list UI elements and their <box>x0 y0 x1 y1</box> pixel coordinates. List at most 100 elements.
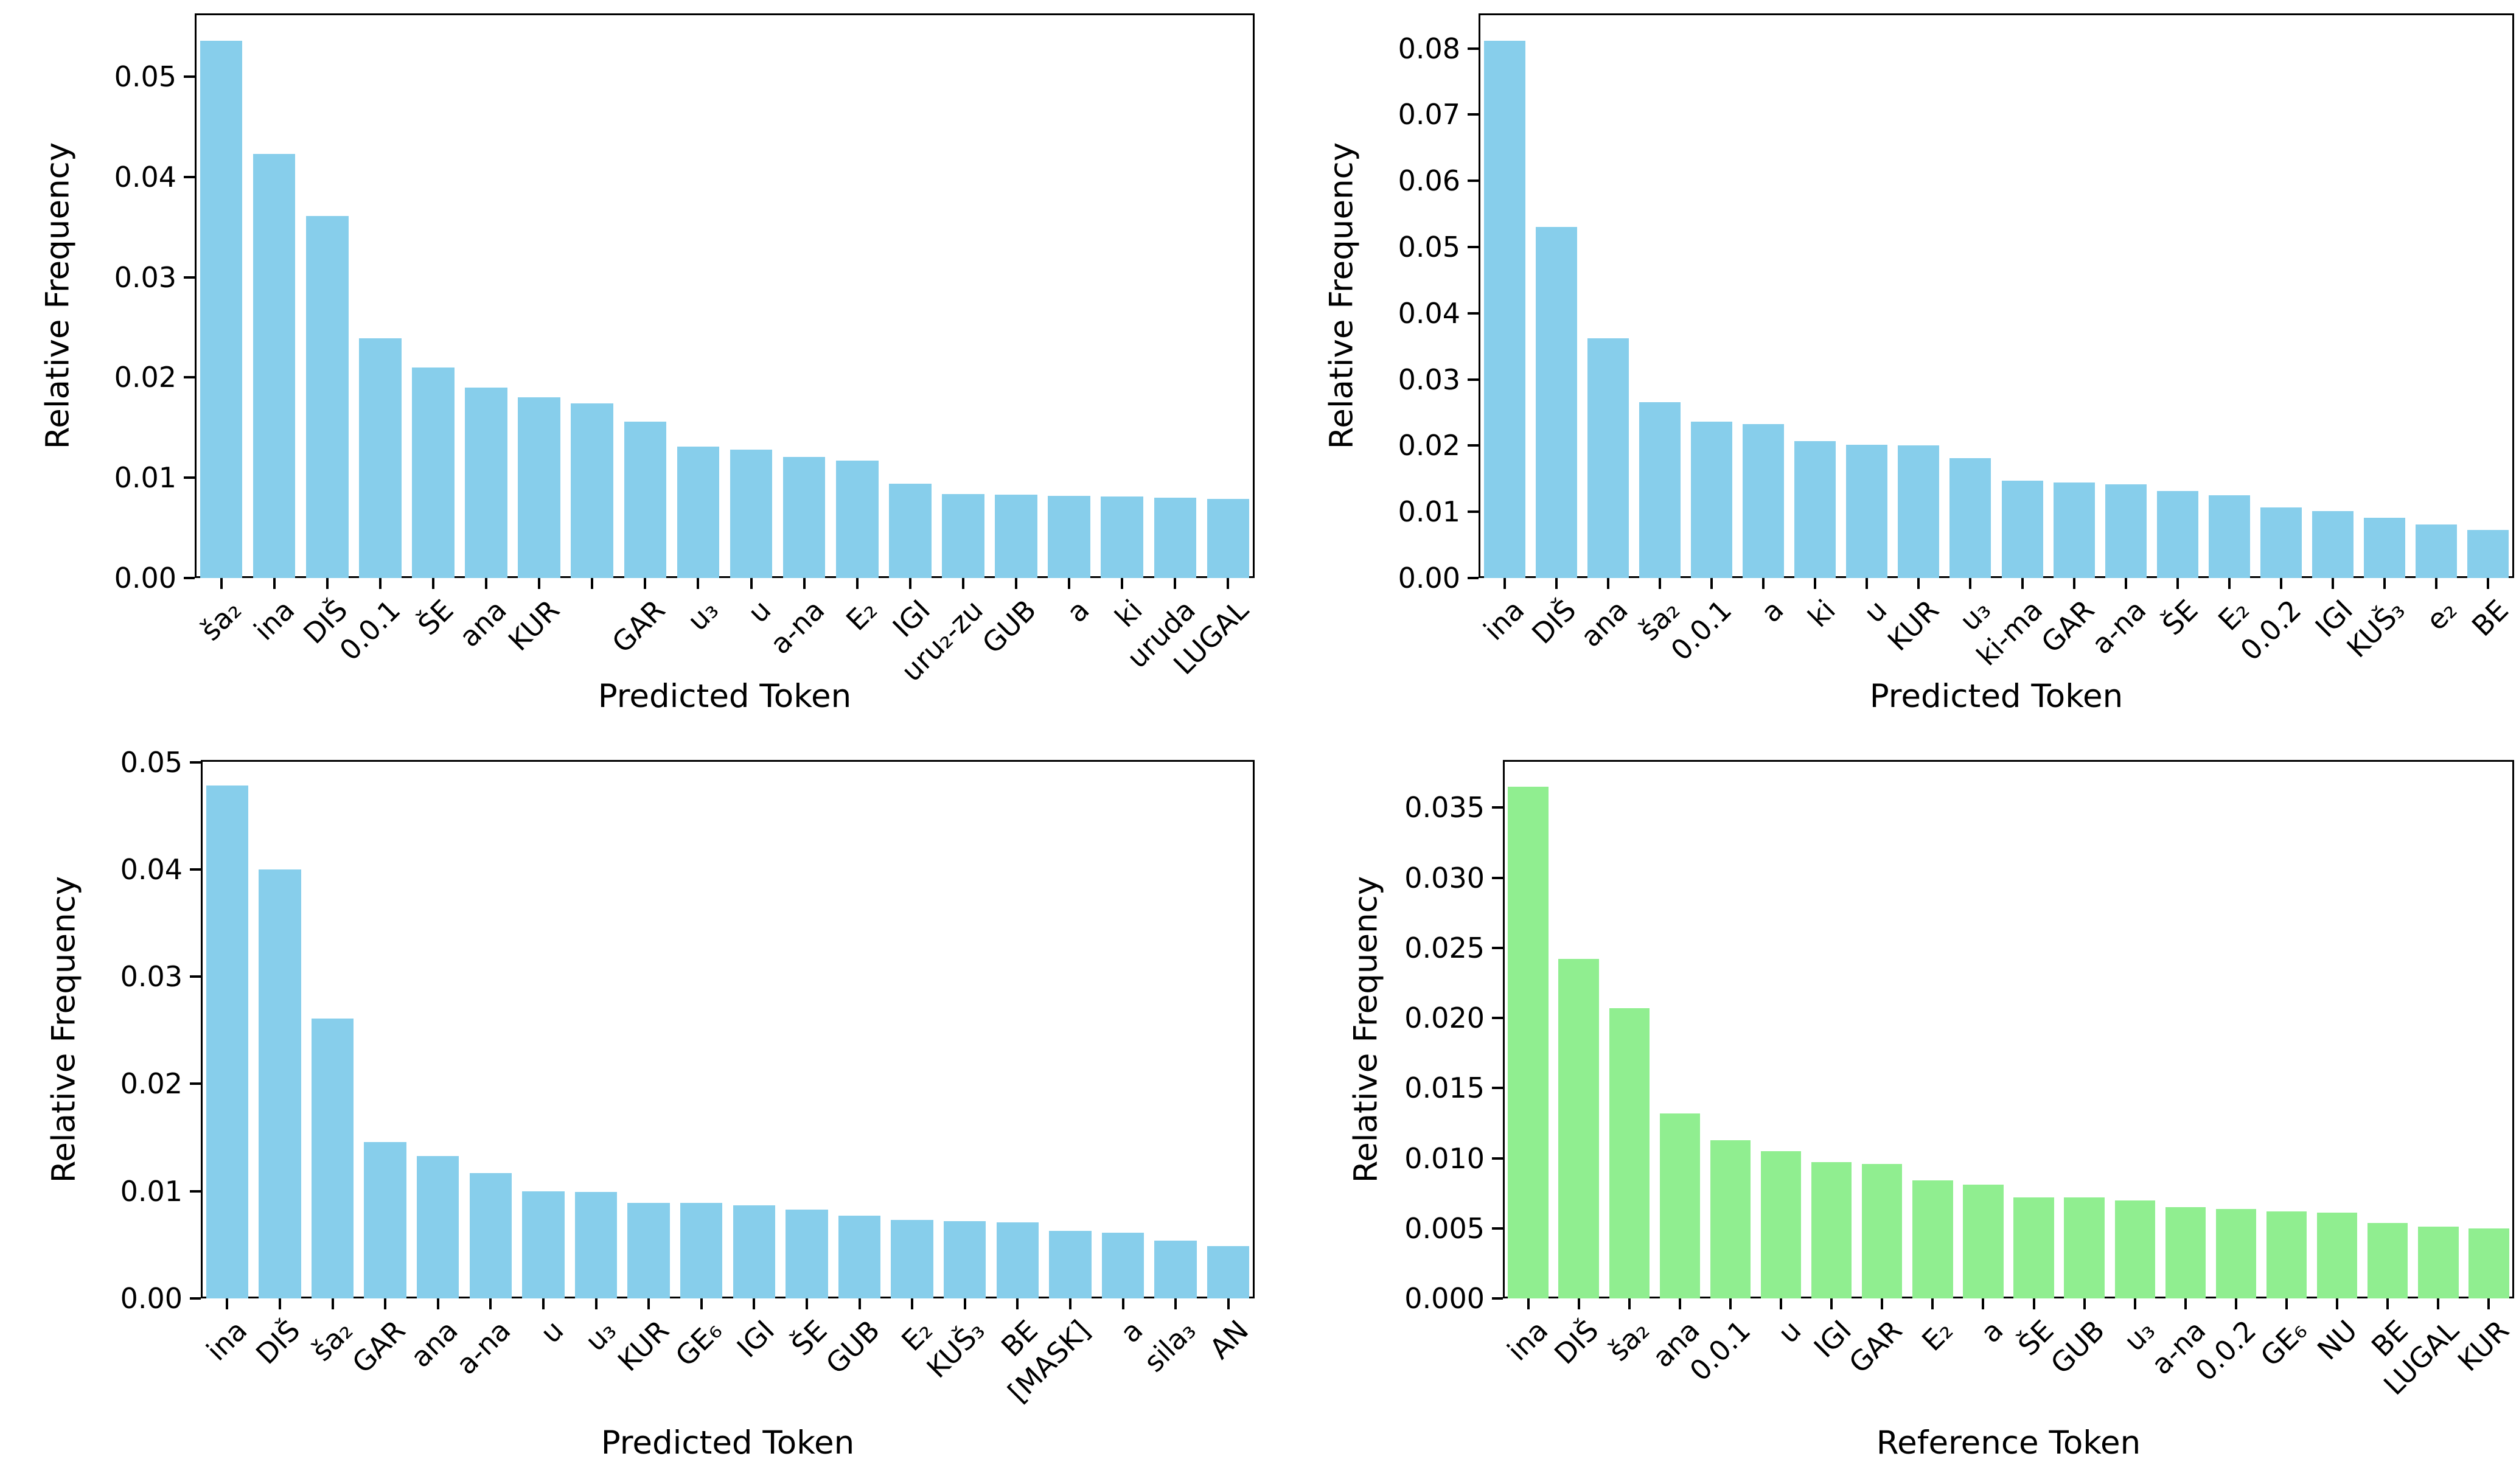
y-tick-mark <box>190 761 201 764</box>
y-tick-label: 0.06 <box>1398 164 1460 198</box>
x-tick-label: KUR <box>611 1314 675 1378</box>
y-tick-mark <box>1468 577 1479 579</box>
bar-uru₂-zu <box>942 493 984 578</box>
bar-GAR <box>624 421 667 578</box>
x-tick-label: ina <box>200 1314 254 1367</box>
x-tick-mark <box>384 1298 387 1309</box>
bar-ša₂ <box>1639 402 1681 578</box>
chart-top-left: Relative Frequency Predicted Token 0.00 0… <box>0 0 1260 742</box>
bar-ŠE <box>2013 1197 2054 1298</box>
y-tick-label: 0.04 <box>114 160 176 193</box>
x-tick-mark <box>436 1298 439 1309</box>
bar-ina <box>206 786 248 1298</box>
x-tick-label: ki <box>1801 593 1842 634</box>
bar-ana <box>465 387 507 578</box>
bar-GAR <box>1862 1163 1903 1298</box>
x-tick-mark <box>489 1298 492 1309</box>
bar-ša₂ <box>311 1018 354 1298</box>
x-tick-label: a-na <box>450 1314 517 1381</box>
bar-ana <box>1659 1113 1701 1298</box>
bar-a-na <box>782 456 826 578</box>
x-tick-mark <box>1227 578 1230 589</box>
bar-ša₂ <box>200 40 243 578</box>
x-tick-mark <box>1174 1298 1177 1309</box>
bar-0.0.2 <box>2215 1208 2257 1298</box>
x-tick-label: u <box>534 1314 570 1350</box>
x-tick-mark <box>1121 578 1124 589</box>
x-tick-mark <box>273 578 276 589</box>
y-tick-mark <box>190 1297 201 1300</box>
y-tick-label: 0.07 <box>1398 98 1460 131</box>
x-tick-mark <box>858 1298 861 1309</box>
bar-ina <box>1483 40 1525 578</box>
x-tick-mark <box>2336 1298 2339 1309</box>
x-tick-label: u₃ <box>680 593 725 638</box>
y-tick-mark <box>1468 47 1479 50</box>
x-tick-mark <box>1628 1298 1631 1309</box>
x-tick-mark <box>963 1298 966 1309</box>
x-tick-mark <box>2176 578 2179 589</box>
y-tick-label: 0.00 <box>120 1282 183 1315</box>
bar-BE <box>996 1222 1039 1298</box>
y-tick-mark <box>184 577 195 579</box>
bar-E₂ <box>891 1220 933 1298</box>
y-tick-mark <box>184 175 195 178</box>
y-tick-mark <box>184 75 195 78</box>
bar-ki <box>1794 441 1836 578</box>
x-tick-mark <box>538 578 541 589</box>
x-tick-mark <box>1227 1298 1230 1309</box>
bar-KUŠ₃ <box>944 1221 986 1298</box>
bar-IGI <box>889 484 932 578</box>
bar-0.0.1 <box>359 338 402 578</box>
y-tick-label: 0.01 <box>120 1174 183 1208</box>
y-tick-label: 0.00 <box>1398 562 1460 594</box>
y-tick-mark <box>1492 1017 1503 1020</box>
bar-a <box>1048 495 1090 578</box>
y-tick-mark <box>184 376 195 379</box>
x-tick-mark <box>485 578 488 589</box>
x-axis-label: Predicted Token <box>1869 678 2124 715</box>
x-tick-mark <box>1982 1298 1985 1309</box>
bar-u <box>522 1191 565 1298</box>
bar-KUR <box>2468 1228 2509 1298</box>
x-tick-mark <box>1931 1298 1934 1309</box>
y-tick-mark <box>1468 312 1479 315</box>
x-tick-label: GAR <box>605 593 672 660</box>
y-tick-label: 0.03 <box>114 260 176 294</box>
x-tick-mark <box>1503 578 1506 589</box>
x-tick-label: 0.0.2 <box>2234 593 2308 667</box>
chart-bottom-left: Relative Frequency Predicted Token 0.00 0… <box>0 742 1260 1484</box>
x-axis-label: Predicted Token <box>598 678 852 715</box>
y-tick-mark <box>1492 1227 1503 1230</box>
x-tick-label: ana <box>452 593 513 653</box>
bar-unlabeled <box>571 403 614 578</box>
y-tick-mark <box>1468 378 1479 381</box>
y-tick-mark <box>1492 1157 1503 1160</box>
x-tick-label: ina <box>1501 1314 1555 1367</box>
x-tick-mark <box>1527 1298 1530 1309</box>
x-tick-mark <box>2285 1298 2288 1309</box>
x-tick-mark <box>1016 1298 1019 1309</box>
bar-NU <box>2316 1213 2358 1298</box>
x-tick-label: BE <box>2465 593 2515 643</box>
x-tick-label: ina <box>247 593 301 647</box>
x-tick-label: a-na <box>763 593 831 661</box>
x-tick-label: ŠE <box>2155 593 2204 642</box>
bar-ŠE <box>2156 491 2198 578</box>
y-tick-mark <box>1468 444 1479 447</box>
y-tick-mark <box>1468 179 1479 183</box>
bar-LUGAL <box>1207 498 1250 578</box>
y-tick-mark <box>190 1082 201 1085</box>
bar-u₃ <box>1949 458 1991 578</box>
x-tick-mark <box>1762 578 1765 589</box>
y-tick-label: 0.05 <box>114 60 176 93</box>
x-tick-mark <box>2184 1298 2187 1309</box>
y-tick-label: 0.025 <box>1404 931 1485 964</box>
x-tick-label: E₂ <box>840 593 884 637</box>
x-tick-label: E₂ <box>1915 1314 1959 1357</box>
x-tick-mark <box>753 1298 756 1309</box>
x-tick-mark <box>2332 578 2335 589</box>
y-tick-mark <box>190 1190 201 1193</box>
y-tick-label: 0.02 <box>114 361 176 394</box>
bar-a <box>1743 423 1785 578</box>
